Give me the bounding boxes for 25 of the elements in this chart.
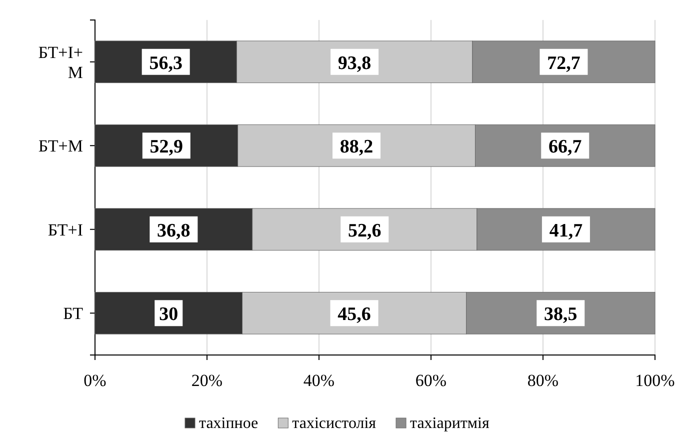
y-tick-label: БТ+І: [48, 220, 84, 240]
annotation: 88,2: [340, 136, 374, 158]
x-tick-label: 80%: [527, 371, 559, 390]
annotation: 45,6: [338, 304, 371, 326]
annotation: 41,7: [549, 220, 584, 242]
annotation: 36,8: [157, 220, 190, 242]
legend-label: тахіаритмія: [410, 415, 490, 432]
annotation: 52,6: [348, 220, 382, 242]
x-tick-label: 0%: [84, 371, 106, 390]
y-tick-label: БТ: [63, 304, 84, 324]
annotation: 72,7: [547, 52, 581, 74]
y-tick-label: БТ+І+ М: [38, 42, 83, 82]
annotation: 52,9: [150, 136, 184, 158]
x-tick-label: 60%: [415, 371, 447, 390]
annotation: 93,8: [338, 52, 372, 74]
legend-label: тахіпное: [199, 415, 258, 432]
legend-label: тахісистолія: [292, 415, 377, 432]
annotation: 38,5: [544, 304, 578, 326]
x-tick-label: 100%: [635, 371, 675, 390]
annotation: 30: [159, 304, 178, 326]
x-tick-label: 40%: [303, 371, 335, 390]
x-tick-label: 20%: [191, 371, 223, 390]
annotation: 66,7: [548, 136, 582, 158]
y-tick-label: БТ+М: [38, 136, 83, 156]
annotation: 56,3: [149, 52, 182, 74]
